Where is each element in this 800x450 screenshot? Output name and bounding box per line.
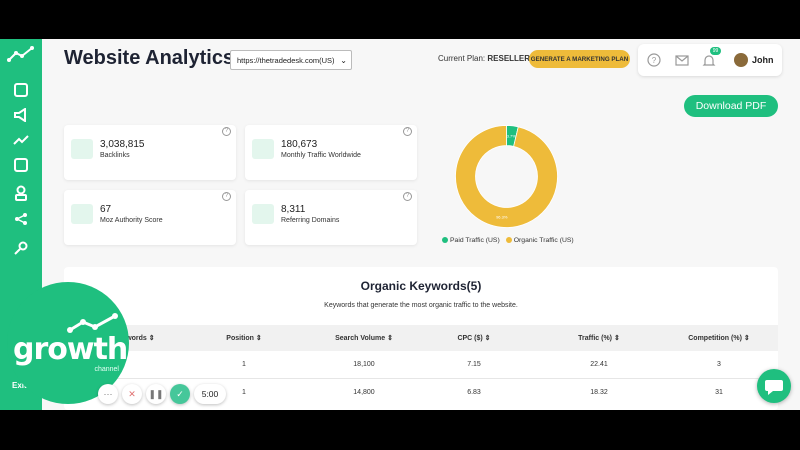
page-title: Website Analytics: [64, 47, 235, 69]
growth-brand-word: growth: [13, 332, 128, 367]
growth-chart-icon: [67, 313, 118, 333]
donut-slice-label: 3.7%: [507, 133, 517, 138]
sidebar-item-marketing[interactable]: [12, 106, 30, 124]
help-icon[interactable]: ?: [222, 192, 231, 201]
section-title: Organic Keywords(5): [360, 279, 482, 293]
target-icon: [71, 204, 93, 224]
stat-value: 180,673: [281, 139, 318, 150]
chevron-down-icon: ⌄: [340, 56, 347, 65]
megaphone-icon: [14, 108, 26, 122]
help-icon[interactable]: ?: [403, 127, 412, 136]
share-icon: [15, 213, 27, 225]
sidebar-item-guides[interactable]: [12, 156, 30, 174]
table-cell: 1: [242, 361, 246, 368]
column-header-traffic[interactable]: Traffic (%) ⇕: [578, 335, 620, 342]
bell-icon[interactable]: [702, 53, 716, 67]
table-cell: 7.15: [467, 361, 481, 368]
column-header-position[interactable]: Position ⇕: [226, 335, 262, 342]
column-header-keywords[interactable]: Keywords ⇕: [113, 335, 155, 342]
stat-card-referring: 8,311 Referring Domains ?: [245, 190, 417, 245]
avatar[interactable]: [734, 53, 748, 67]
book-icon: [14, 158, 28, 172]
chat-button[interactable]: [757, 369, 791, 403]
table-cell: 22.41: [590, 361, 608, 368]
sidebar-exit-label[interactable]: Exit: [12, 381, 27, 390]
donut-slice-1[interactable]: [455, 125, 558, 228]
user-toolbar: ? 99 John: [638, 44, 782, 76]
backlink-icon: [71, 139, 93, 159]
stat-label: Backlinks: [100, 152, 130, 159]
site-select-value: https://thetradedesk.com(US): [237, 56, 335, 65]
growth-channel-logo: growth channel: [7, 282, 129, 404]
pulse-icon: [252, 139, 274, 159]
legend-swatch: [442, 237, 448, 243]
legend-label: Organic Traffic (US): [513, 237, 574, 244]
pause-icon[interactable]: ❚❚: [146, 384, 166, 404]
stat-label: Referring Domains: [281, 217, 340, 224]
check-icon[interactable]: ✓: [170, 384, 190, 404]
logo-icon: [7, 46, 34, 62]
trend-icon: [13, 135, 29, 145]
generate-marketing-plan-button[interactable]: GENERATE A MARKETING PLAN: [529, 50, 630, 68]
table-header: Keywords ⇕ Position ⇕ Search Volume ⇕ CP…: [64, 325, 778, 351]
stat-value: 67: [100, 204, 112, 215]
legend-swatch: [505, 237, 512, 243]
sidebar-item-analytics[interactable]: [12, 131, 30, 149]
user-icon: [15, 185, 27, 201]
plan-value: RESELLER: [487, 54, 531, 63]
document-icon: [14, 83, 28, 97]
table-cell: 18.32: [590, 389, 608, 396]
recording-timer: 5:00: [194, 384, 226, 404]
column-header-competition[interactable]: Competition (%) ⇕: [688, 335, 750, 342]
column-header-search-volume[interactable]: Search Volume ⇕: [335, 335, 393, 342]
stat-card-moz: 67 Moz Authority Score ?: [64, 190, 236, 245]
app-frame: Exit Website Analytics https://thetraded…: [0, 39, 800, 410]
sidebar-item-share[interactable]: [12, 210, 30, 228]
sidebar-item-profile[interactable]: [12, 184, 30, 202]
sidebar-item-tools[interactable]: [12, 239, 30, 257]
stat-label: Moz Authority Score: [100, 217, 163, 224]
table-cell: 6.83: [467, 389, 481, 396]
legend-item-organic: Organic Traffic (US): [505, 237, 574, 244]
stat-card-traffic: 180,673 Monthly Traffic Worldwide ?: [245, 125, 417, 180]
plan-label: Current Plan:: [438, 54, 486, 63]
row-divider: [64, 378, 778, 379]
section-subtitle: Keywords that generate the most organic …: [324, 302, 518, 309]
close-icon[interactable]: ✕: [122, 384, 142, 404]
legend-item-paid: Paid Traffic (US): [442, 237, 500, 244]
notification-badge: 99: [710, 47, 721, 55]
stat-value: 3,038,815: [100, 139, 145, 150]
stat-card-backlinks: 3,038,815 Backlinks ?: [64, 125, 236, 180]
donut-slice-label: 96.3%: [496, 215, 508, 220]
help-icon[interactable]: ?: [647, 53, 661, 67]
table-cell: 18,100: [353, 361, 375, 368]
column-header-cpc[interactable]: CPC ($) ⇕: [457, 335, 491, 342]
download-pdf-button[interactable]: Download PDF: [684, 95, 778, 117]
sidebar-item-reports[interactable]: [12, 81, 30, 99]
site-select[interactable]: https://thetradedesk.com(US) ⌄: [230, 50, 352, 70]
chat-bubble-icon: [765, 380, 783, 395]
chart-legend: Paid Traffic (US) Organic Traffic (US): [442, 237, 574, 244]
table-cell: 14,800: [353, 389, 375, 396]
table-cell: 1: [242, 389, 246, 396]
main-content: Website Analytics https://thetradedesk.c…: [42, 39, 800, 410]
help-icon[interactable]: ?: [403, 192, 412, 201]
traffic-donut-chart: 3.7% 96.3%: [455, 125, 558, 228]
table-cell: 31: [715, 389, 723, 396]
recording-controls: ··· ✕ ❚❚ ✓ 5:00: [98, 383, 226, 405]
table-cell: 3: [717, 361, 721, 368]
stat-label: Monthly Traffic Worldwide: [281, 152, 361, 159]
legend-label: Paid Traffic (US): [450, 237, 500, 244]
key-icon: [14, 241, 28, 255]
current-plan: Current Plan: RESELLER: [438, 54, 530, 63]
bars-icon: [252, 204, 274, 224]
svg-text:?: ?: [652, 56, 657, 65]
mail-icon[interactable]: [675, 53, 689, 67]
user-name[interactable]: John: [752, 55, 774, 65]
growth-brand-sub: channel: [94, 366, 119, 373]
more-icon[interactable]: ···: [98, 384, 118, 404]
stat-value: 8,311: [281, 204, 306, 215]
help-icon[interactable]: ?: [222, 127, 231, 136]
